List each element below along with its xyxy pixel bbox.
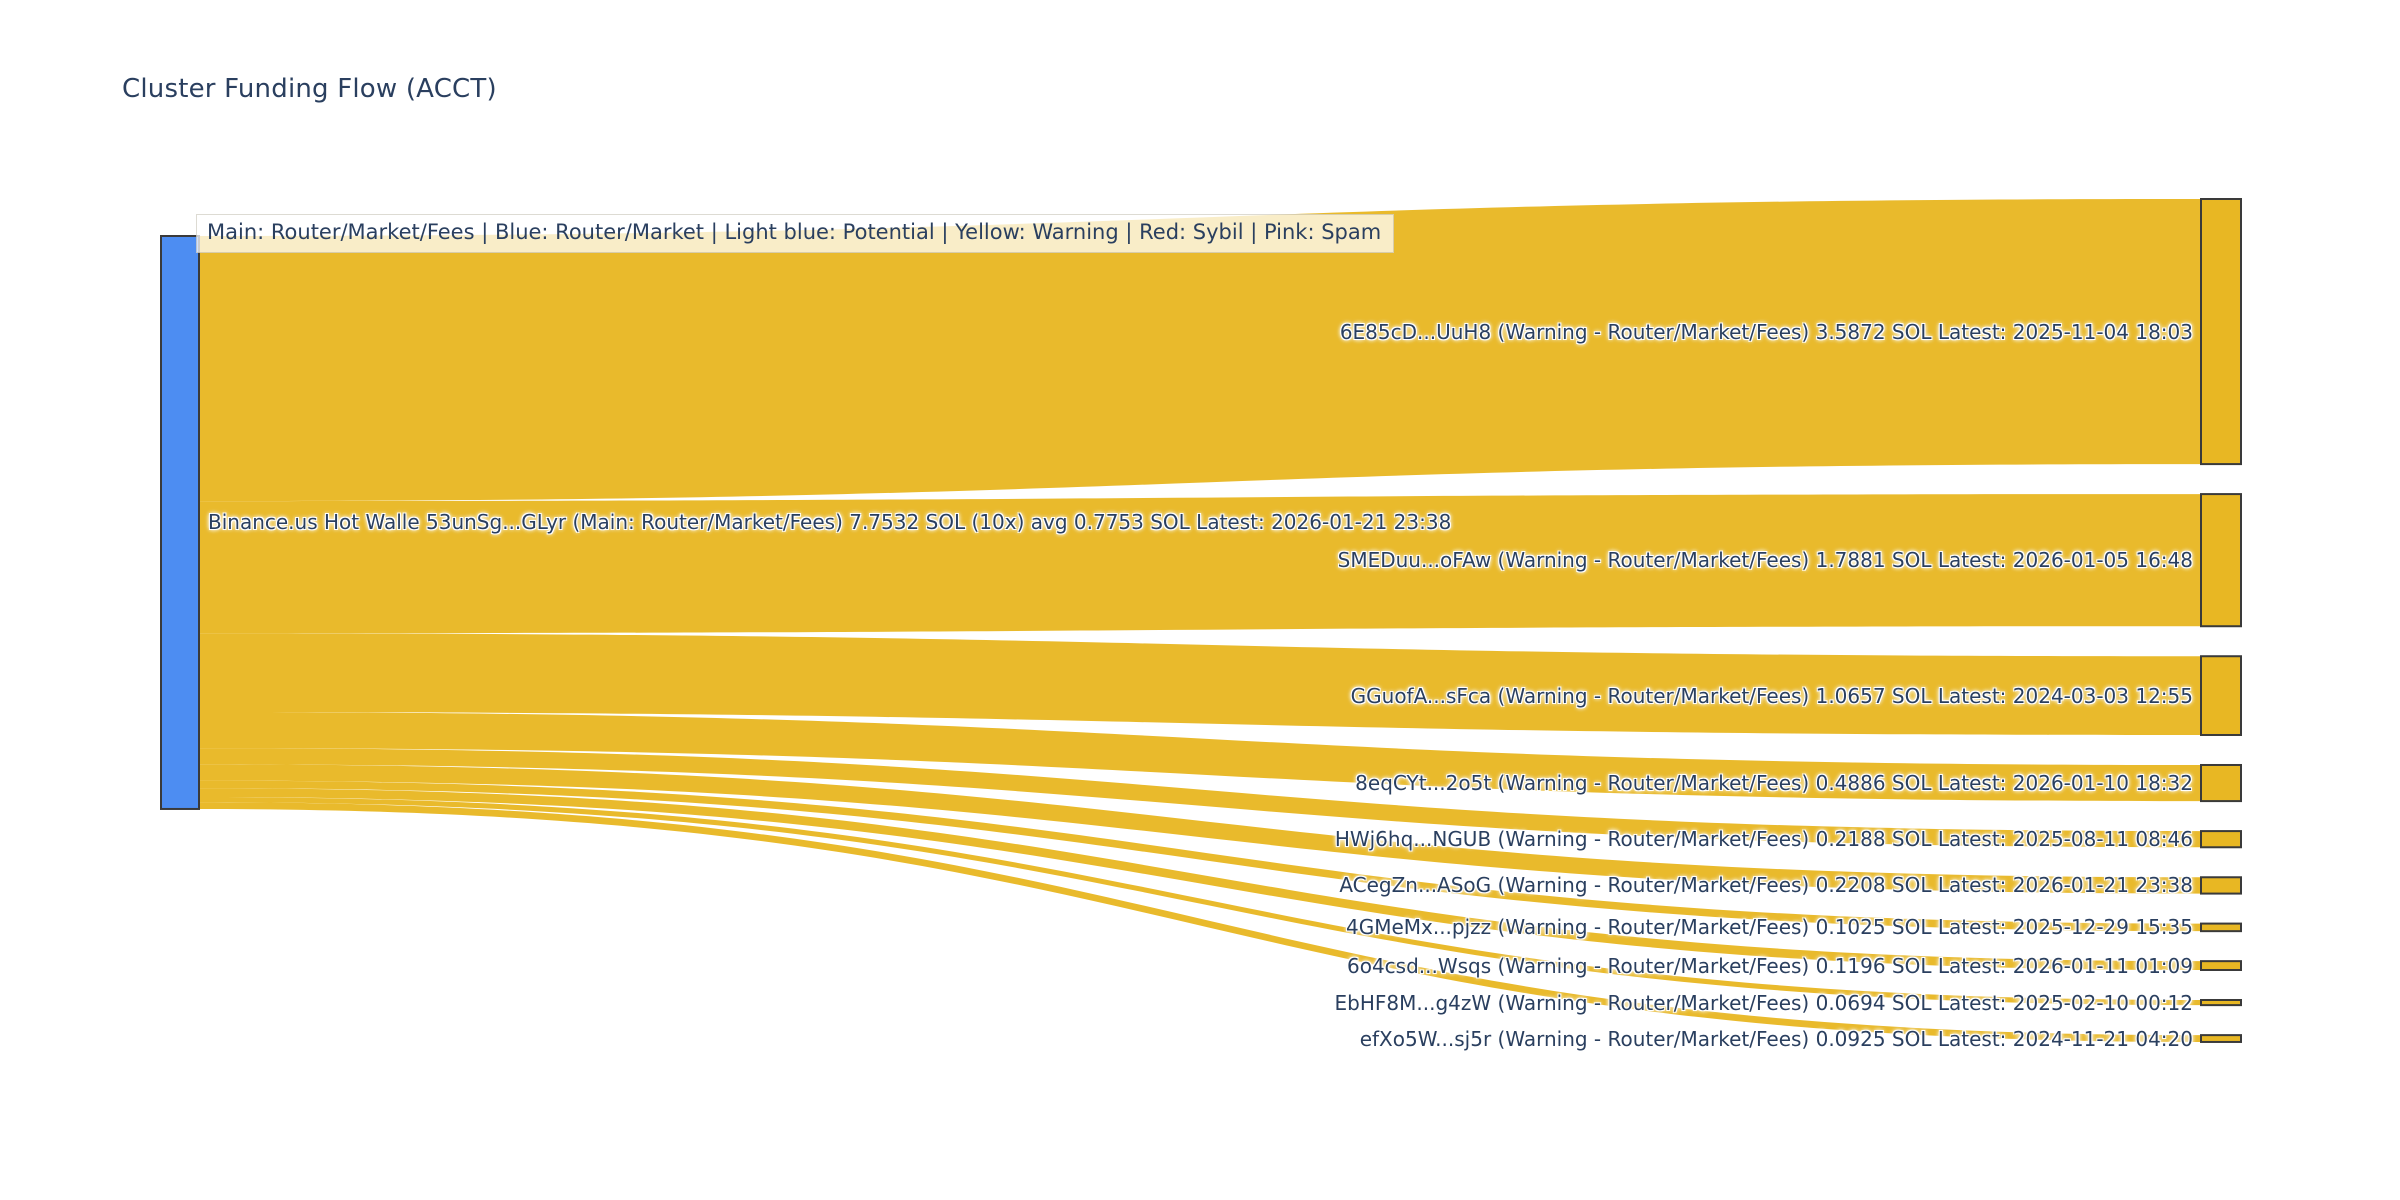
target-node[interactable]: [2200, 198, 2242, 466]
flow-link[interactable]: [199, 780, 2201, 932]
target-node-label: EbHF8M...g4zW (Warning - Router/Market/F…: [1334, 990, 2193, 1015]
target-node-label: efXo5W...sj5r (Warning - Router/Market/F…: [1359, 1026, 2193, 1051]
source-node[interactable]: [160, 235, 200, 810]
flow-link[interactable]: [199, 788, 2201, 970]
target-node-label: SMEDuu...oFAw (Warning - Router/Market/F…: [1337, 548, 2193, 573]
target-node[interactable]: [2200, 960, 2242, 971]
target-node-label: ACegZn...ASoG (Warning - Router/Market/F…: [1339, 873, 2193, 898]
flow-link[interactable]: [199, 764, 2201, 894]
target-node-label: 8eqCYt...2o5t (Warning - Router/Market/F…: [1355, 771, 2193, 796]
source-node-label: Binance.us Hot Walle 53unSg...GLyr (Main…: [208, 510, 1452, 535]
legend-annotation: Main: Router/Market/Fees | Blue: Router/…: [196, 214, 1395, 253]
flow-link[interactable]: [199, 711, 2201, 802]
flow-link[interactable]: [199, 748, 2201, 848]
target-node[interactable]: [2200, 493, 2242, 628]
target-node[interactable]: [2200, 763, 2242, 803]
target-node-label: HWj6hq...NGUB (Warning - Router/Market/F…: [1334, 827, 2193, 852]
target-node-label: 6o4csd...Wsqs (Warning - Router/Market/F…: [1346, 953, 2193, 978]
target-node[interactable]: [2200, 998, 2242, 1007]
target-node[interactable]: [2200, 876, 2242, 895]
flow-link[interactable]: [199, 796, 2201, 1006]
flow-link[interactable]: [199, 633, 2201, 735]
target-node[interactable]: [2200, 1034, 2242, 1043]
target-node-label: GGuofA...sFca (Warning - Router/Market/F…: [1350, 683, 2193, 708]
target-node-label: 4GMeMx...pjzz (Warning - Router/Market/F…: [1345, 915, 2193, 940]
flow-link[interactable]: [199, 494, 2201, 634]
page-title: Cluster Funding Flow (ACCT): [122, 74, 497, 104]
flow-link[interactable]: [199, 802, 2201, 1042]
target-node[interactable]: [2200, 655, 2242, 736]
target-node[interactable]: [2200, 922, 2242, 933]
target-node[interactable]: [2200, 830, 2242, 849]
target-node-label: 6E85cD...UuH8 (Warning - Router/Market/F…: [1339, 319, 2193, 344]
flow-link[interactable]: [199, 199, 2201, 502]
